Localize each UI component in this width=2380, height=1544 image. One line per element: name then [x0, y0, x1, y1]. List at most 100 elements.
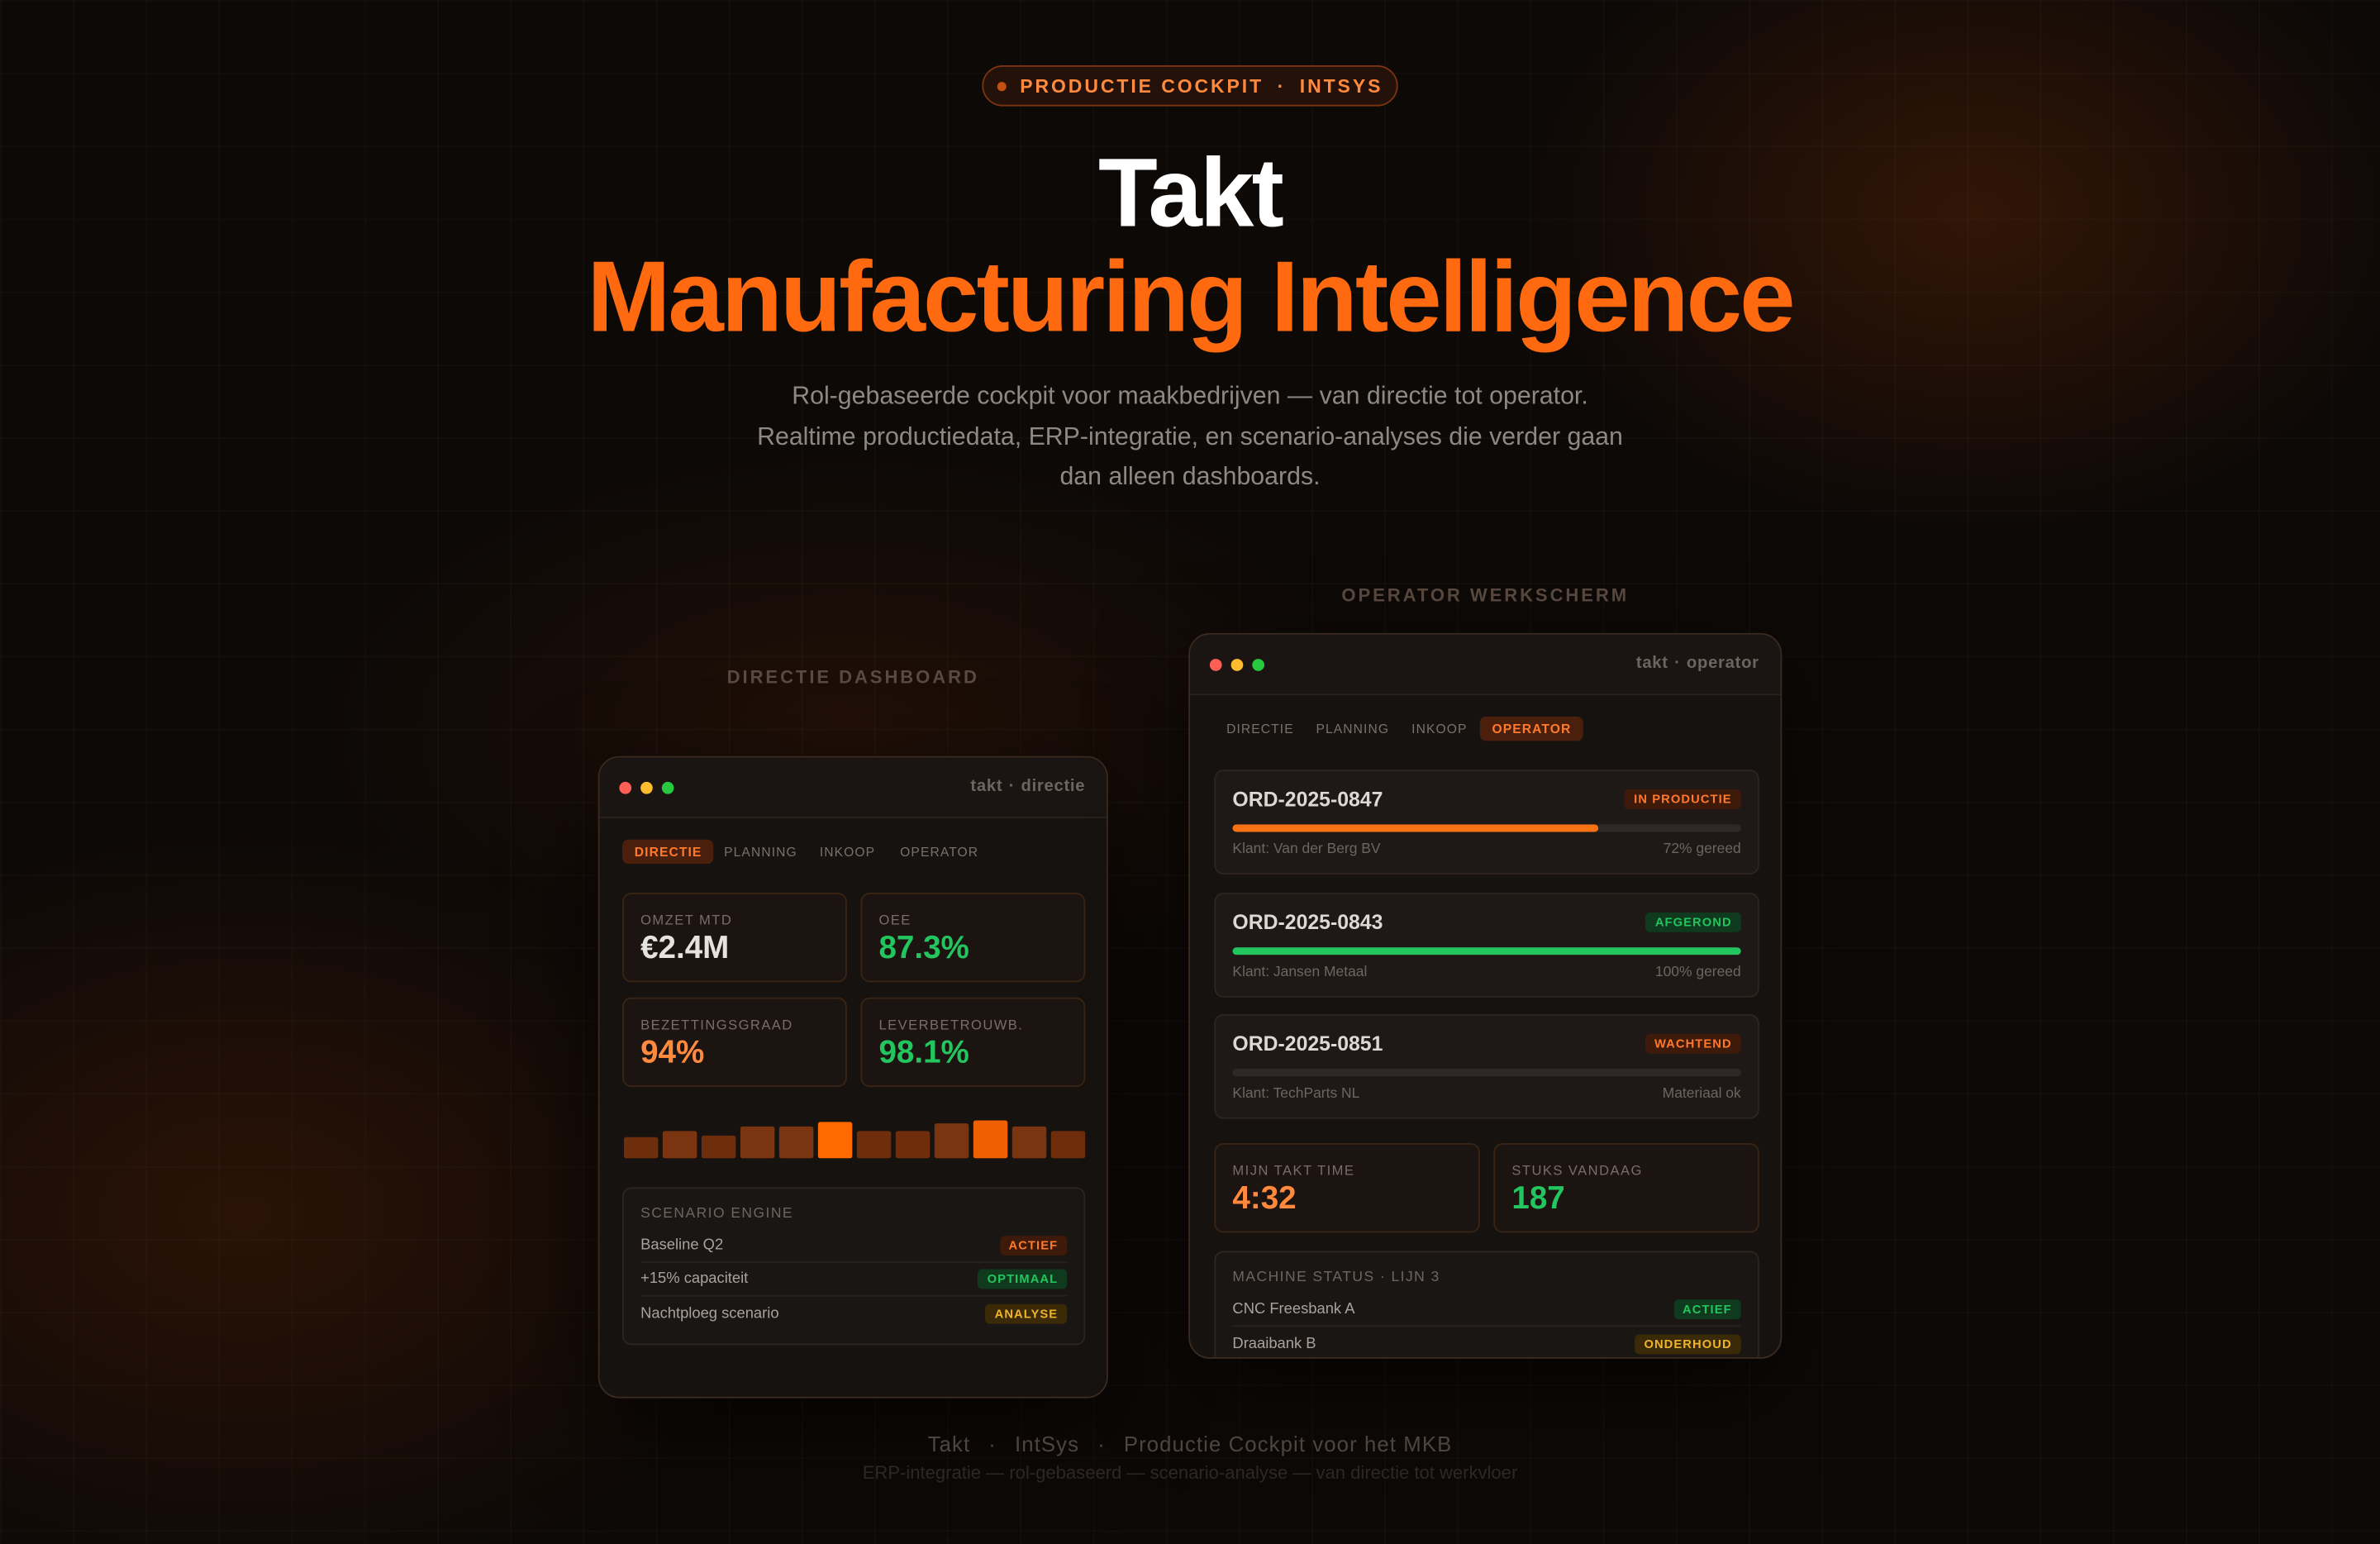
operator-caption: OPERATOR WERKSCHERM	[1341, 584, 1630, 606]
machine-name: Draaibank B	[1232, 1335, 1316, 1352]
operator-window: takt · operator DIRECTIE PLANNING INKOOP O…	[1188, 632, 1783, 1359]
separator: ·	[1097, 1432, 1106, 1456]
order-client: Klant: TechParts NL	[1232, 1085, 1360, 1103]
separator: ·	[1674, 654, 1681, 673]
progress-label: 100% gereed	[1654, 964, 1741, 981]
tab[interactable]: INKOOP	[1411, 721, 1468, 736]
bar	[817, 1122, 853, 1159]
progress-track	[1232, 824, 1741, 832]
order-id: ORD-2025-0851	[1232, 1032, 1383, 1056]
hero-description: Rol-gebaseerde cockpit voor maakbedrijve…	[792, 382, 1588, 410]
machine-row: Draaibank B ONDERHOUD	[1232, 1327, 1741, 1357]
tab[interactable]: OPERATOR	[1479, 716, 1584, 741]
progress-label: Materiaal ok	[1662, 1085, 1741, 1103]
badge: PRODUCTIE COCKPIT · INTSYS	[982, 64, 1398, 107]
panel-title: MACHINE STATUS · LIJN 3	[1232, 1269, 1440, 1286]
progress-track	[1232, 1069, 1741, 1077]
machine-panel: MACHINE STATUS · LIJN 3 CNC Freesbank A A…	[1214, 1251, 1759, 1358]
bar	[701, 1135, 736, 1159]
kpi-card: STUKS VANDAAG 187	[1493, 1143, 1759, 1233]
order-client: Klant: Van der Berg BV	[1232, 841, 1381, 858]
order-card: ORD-2025-0851 WACHTEND Klant: TechParts …	[1214, 1013, 1759, 1119]
status-chip: IN PRODUCTIE	[1625, 789, 1741, 809]
bar	[778, 1126, 814, 1159]
badge-label: PRODUCTIE COCKPIT	[1020, 74, 1264, 97]
window-dot	[1209, 659, 1222, 671]
kpi-card: OMZET MTD €2.4M	[622, 893, 847, 983]
hero-description: Realtime productiedata, ERP-integratie, …	[757, 423, 1623, 451]
tab[interactable]: DIRECTIE	[1226, 721, 1294, 736]
machine-name: CNC Freesbank A	[1232, 1301, 1355, 1318]
status-chip: OPTIMAAL	[978, 1269, 1068, 1289]
window-dot	[619, 781, 632, 794]
directie-window: takt · directie DIRECTIE PLANNING INKOOP O…	[597, 755, 1108, 1399]
window-dot	[1230, 659, 1244, 671]
hero-description: dan alleen dashboards.	[1059, 463, 1321, 491]
window-titlebar: takt · operator	[1190, 634, 1781, 696]
kpi-card: BEZETTINGSGRAAD 94%	[622, 997, 847, 1088]
order-footer: Klant: Van der Berg BV 72% gereed	[1232, 841, 1740, 858]
progress-fill	[1232, 824, 1599, 832]
kpi-card: LEVERBETROUWB. 98.1%	[860, 997, 1086, 1088]
hero-subtitle: Manufacturing Intelligence	[587, 240, 1795, 353]
directie-caption: DIRECTIE DASHBOARD	[726, 666, 979, 689]
order-id: ORD-2025-0843	[1232, 911, 1383, 934]
tab[interactable]: PLANNING	[1316, 721, 1390, 736]
scenario-row: Baseline Q2 ACTIEF	[640, 1230, 1068, 1264]
separator: ·	[988, 1432, 997, 1456]
status-chip: ONDERHOUD	[1635, 1333, 1741, 1354]
progress-label: 72% gereed	[1663, 841, 1741, 858]
bar	[1011, 1126, 1047, 1159]
footer-item: Takt	[927, 1432, 971, 1456]
bar	[895, 1131, 931, 1159]
order-card: ORD-2025-0843 AFGEROND Klant: Jansen Met…	[1214, 893, 1759, 998]
footer-tagline: ERP-integratie — rol-gebaseerd — scenari…	[862, 1461, 1518, 1484]
scenario-row: +15% capaciteit OPTIMAAL	[640, 1263, 1068, 1297]
kpi-label: LEVERBETROUWB.	[878, 1017, 1024, 1032]
kpi-label: BEZETTINGSGRAAD	[640, 1017, 793, 1032]
app-name: takt	[1635, 654, 1668, 673]
bar	[1050, 1131, 1086, 1159]
kpi-label: STUKS VANDAAG	[1511, 1162, 1643, 1179]
mini-bar-chart	[623, 1120, 1086, 1159]
window-title: takt · operator	[1630, 655, 1759, 673]
progress-track	[1232, 947, 1741, 955]
app-name: takt	[970, 777, 1003, 796]
tab[interactable]: OPERATOR	[900, 844, 979, 860]
role-name: directie	[1021, 777, 1086, 796]
kpi-value: 94%	[640, 1035, 705, 1070]
kpi-label: OEE	[878, 912, 912, 928]
badge-dot	[997, 81, 1007, 91]
bar	[856, 1131, 892, 1159]
panel-title: SCENARIO ENGINE	[640, 1205, 794, 1222]
tab[interactable]: DIRECTIE	[622, 839, 715, 865]
status-chip: ANALYSE	[985, 1303, 1068, 1323]
tab[interactable]: PLANNING	[724, 844, 797, 860]
bar	[662, 1131, 697, 1159]
status-chip: ACTIEF	[1673, 1299, 1741, 1320]
scenario-name: +15% capaciteit	[640, 1270, 749, 1288]
scenario-panel: SCENARIO ENGINE Baseline Q2 ACTIEF +15% c…	[622, 1187, 1086, 1346]
window-titlebar: takt · directie	[599, 757, 1107, 819]
window-dot	[640, 781, 653, 794]
machine-row: CNC Freesbank A ACTIEF	[1232, 1294, 1741, 1327]
window-dot	[1252, 659, 1265, 671]
kpi-label: OMZET MTD	[640, 912, 733, 928]
hero-title: Takt	[1098, 138, 1284, 248]
scenario-name: Baseline Q2	[640, 1237, 724, 1255]
scenario-row: Nachtploeg scenario ANALYSE	[640, 1297, 1068, 1330]
kpi-label: MIJN TAKT TIME	[1232, 1162, 1355, 1179]
kpi-value: 98.1%	[878, 1035, 969, 1070]
status-chip: ACTIEF	[999, 1236, 1068, 1256]
bar	[740, 1126, 775, 1159]
tab[interactable]: INKOOP	[819, 844, 876, 860]
kpi-value: €2.4M	[640, 930, 730, 966]
progress-fill	[1232, 947, 1741, 955]
kpi-card: MIJN TAKT TIME 4:32	[1214, 1143, 1480, 1233]
role-name: operator	[1686, 654, 1759, 673]
order-client: Klant: Jansen Metaal	[1232, 964, 1368, 981]
kpi-value: 87.3%	[878, 930, 969, 966]
